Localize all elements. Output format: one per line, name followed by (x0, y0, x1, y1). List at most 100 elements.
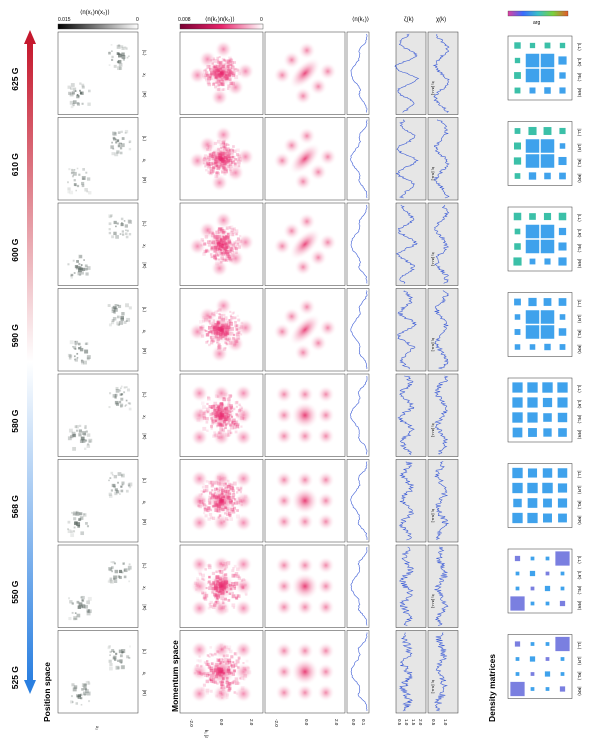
density-square (558, 257, 567, 266)
momentum-pixel (210, 172, 213, 175)
momentum-pixel (198, 320, 203, 324)
position-pixel (119, 151, 123, 155)
position-pixel (70, 276, 73, 279)
momentum-pixel (213, 255, 217, 259)
position-pixel (117, 131, 121, 134)
momentum-core (207, 144, 236, 173)
density-matrix: |LL⟩ |LR⟩ |RL⟩ |RR⟩ (507, 548, 582, 614)
figure-row: |L⟩ |R⟩ x₁ k₁ [a.u.] |LL⟩ |LR⟩ |RL⟩ |RR⟩ (57, 202, 582, 286)
momentum-pixel (203, 597, 208, 601)
position-pixel (114, 132, 117, 135)
position-pixel (128, 485, 130, 487)
momentum-pixel (239, 405, 242, 408)
momentum-pixel (230, 316, 234, 320)
momentum-pixel (204, 79, 208, 82)
momentum-pixel (208, 512, 213, 517)
chi-panel (427, 31, 459, 115)
zeta-panel (395, 544, 427, 628)
density-square (555, 636, 570, 652)
momentum-pixel (233, 663, 238, 668)
momentum-pixel (238, 403, 241, 406)
nk-curve (350, 119, 368, 199)
momentum-smooth-lobe (318, 233, 337, 252)
position-pixel (81, 176, 86, 180)
momentum-pixel (234, 231, 239, 236)
density-square (529, 258, 536, 265)
position-pixel (74, 340, 79, 345)
position-pixel (76, 613, 81, 618)
momentum-pixel (228, 514, 232, 518)
position-pixel (121, 393, 124, 396)
figure-rows: |L⟩ |R⟩ x₁ k₁ [a.u.] |LL⟩ |LR⟩ |RL⟩ |RR⟩ |L⟩ |R⟩ x… (57, 31, 582, 738)
density-square (527, 498, 538, 508)
density-square (545, 642, 550, 646)
position-pixel (79, 346, 82, 348)
momentum-lobe (236, 62, 255, 81)
density-square (512, 382, 523, 393)
position-pixel (73, 616, 78, 620)
position-pixel (126, 655, 130, 659)
momentum-smooth-core (291, 572, 319, 601)
chi-tick: 1.0 (443, 719, 448, 726)
position-pixel (113, 655, 117, 659)
density-basis-label: |RR⟩ (577, 687, 582, 697)
density-square (543, 498, 552, 508)
density-square (557, 397, 568, 408)
position-pixel (78, 347, 81, 350)
position-pixel (70, 700, 74, 704)
position-pixel (87, 596, 92, 601)
position-pixel (78, 433, 82, 437)
momentum-smooth-lobe (275, 406, 294, 425)
position-pixel (73, 355, 76, 358)
position-pixel (67, 520, 71, 524)
momentum-smooth-lobe (282, 136, 301, 155)
position-pixel (115, 665, 120, 670)
k-axis-label: k₁ [a.u.] (431, 595, 436, 608)
position-pixel (67, 353, 72, 358)
position-pixel (120, 143, 125, 148)
zeta-curve (397, 375, 415, 455)
position-pixel (80, 359, 83, 362)
density-square (544, 343, 551, 351)
momentum-pixel (231, 487, 235, 490)
momentum-pixel (203, 507, 208, 512)
position-pixel (121, 233, 125, 236)
position-pixel (86, 357, 90, 361)
position-pixel (108, 492, 112, 496)
momentum-lobe (212, 513, 231, 532)
position-pixel (71, 701, 74, 703)
position-pixel (111, 306, 116, 311)
momentum-pixel (206, 249, 210, 253)
momentum-pixel (198, 572, 202, 576)
density-square (527, 382, 538, 393)
position-pixel (77, 695, 82, 699)
position-pixel (114, 306, 118, 310)
momentum-smooth-lobe (296, 427, 314, 446)
position-pixel (76, 167, 79, 170)
position-pixel (69, 190, 74, 195)
momentum-lobe (234, 577, 253, 596)
position-pixel (109, 577, 113, 581)
k-axis-label: k₁ [a.u.] (431, 509, 436, 522)
momentum-pixel (219, 143, 223, 146)
position-pixel (78, 254, 83, 259)
position-pixel (109, 477, 112, 480)
momentum-pixel (231, 573, 236, 578)
momentum-lobe (190, 577, 209, 596)
momentum-lobe (190, 384, 209, 403)
position-pixel (77, 524, 81, 528)
momentum-pixel (223, 313, 226, 317)
momentum-pixel (200, 490, 203, 493)
density-square (543, 413, 552, 422)
density-square (558, 328, 567, 336)
momentum-pixel (208, 171, 213, 176)
position-pixel (74, 521, 78, 525)
nk-curve (350, 204, 368, 284)
momentum-pixel (205, 161, 210, 166)
momentum-pixel (205, 168, 208, 172)
position-pixel (128, 140, 132, 143)
momentum-smooth-lobe (273, 237, 292, 256)
position-pixel (109, 650, 112, 654)
momentum-smooth-lobe (309, 334, 328, 353)
momentum-smooth-lobe (282, 221, 301, 240)
